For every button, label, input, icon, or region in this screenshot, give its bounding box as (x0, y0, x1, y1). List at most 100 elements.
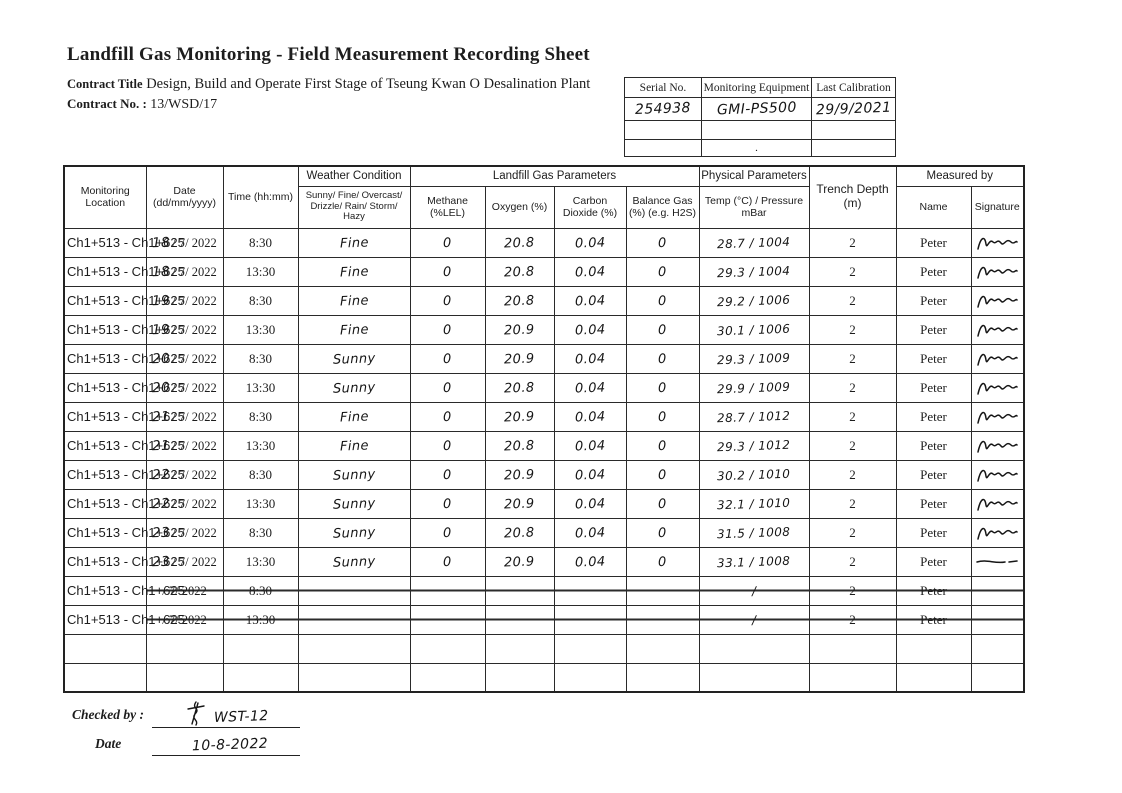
date-line: 10-8-2022 (152, 730, 300, 756)
cell-location: Ch1+513 - Ch1+625 (63, 546, 185, 577)
cell-temp-pressure: 29.3 / 1012 (698, 430, 810, 461)
handwritten-temp-pressure: 29.3 / 1004 (717, 263, 791, 280)
group-header-weather: Weather Condition (297, 165, 411, 187)
handwritten-weather: Fine (339, 408, 369, 426)
cell-time: 13:30 (222, 314, 299, 345)
handwritten-day: 23 (152, 553, 171, 570)
cell-weather: Sunny (297, 459, 411, 490)
handwritten-co2: 0.04 (574, 321, 606, 339)
cell-date: 21/ 7/ 2022 (145, 430, 224, 461)
handwritten-co2: 0.04 (574, 350, 606, 368)
cell-temp-pressure: 29.3 / 1004 (698, 256, 810, 287)
table-row: Ch1+513 - Ch1+625 19/ 7/ 2022 13:30 Fine 0 20… (63, 314, 1025, 345)
cell-time: 8:30 (222, 285, 299, 316)
cell-time: 8:30 (222, 575, 299, 606)
table-header: Monitoring Location Date (dd/mm/yyyy) Ti… (63, 165, 1025, 229)
table-row-struck: Ch1+513 - Ch1+625/ 7/ 2022 8:30 / 2 Peter (63, 575, 1025, 606)
cell-signature (970, 372, 1025, 403)
col-header-time: Time (hh:mm) (222, 165, 299, 229)
cell-methane: 0 (409, 314, 486, 345)
cell-trench-depth: 2 (808, 314, 897, 345)
handwritten-balance-gas: 0 (657, 496, 668, 512)
checked-by-label: Checked by : (72, 707, 144, 722)
cell-name (895, 662, 972, 693)
signature-scribble (977, 527, 1018, 540)
cell-co2: 0.04 (553, 256, 627, 287)
handwritten-weather: Sunny (332, 553, 376, 571)
handwritten-day: 20 (152, 379, 171, 396)
handwritten-oxygen: 20.8 (503, 437, 536, 455)
table-row (63, 662, 1025, 693)
cell-name: Peter (895, 372, 972, 403)
signature-scribble (977, 382, 1018, 395)
cell-balance-gas: 0 (625, 488, 700, 519)
signature-scribble (977, 324, 1018, 337)
cell-trench-depth: 2 (808, 285, 897, 316)
handwritten-methane: 0 (442, 467, 453, 483)
handwritten-weather: Fine (339, 234, 369, 252)
handwritten-co2: 0.04 (574, 234, 606, 252)
handwritten-temp-pressure: 30.1 / 1006 (717, 321, 791, 338)
handwritten-temp-pressure: 28.7 / 1012 (717, 408, 791, 425)
signature-scribble (977, 498, 1018, 511)
cell-oxygen (484, 662, 555, 693)
col-header-methane: Methane (%LEL) (409, 185, 486, 229)
cell-balance-gas: 0 (625, 285, 700, 316)
cell-name: Peter (895, 546, 972, 577)
cell-co2 (553, 575, 627, 606)
cell-co2 (553, 604, 627, 635)
cell-methane: 0 (409, 372, 486, 403)
cell-co2: 0.04 (553, 372, 627, 403)
col-header-signature: Signature (970, 185, 1025, 229)
cell-methane: 0 (409, 256, 486, 287)
cell-date: 20/ 7/ 2022 (145, 372, 224, 403)
table-row: Ch1+513 - Ch1+625 20/ 7/ 2022 13:30 Sunny 0 2… (63, 372, 1025, 403)
cell-oxygen (484, 575, 555, 606)
cell-name: Peter (895, 314, 972, 345)
cell-name: Peter (895, 459, 972, 490)
cell-name: Peter (895, 227, 972, 258)
cell-temp-pressure: 33.1 / 1008 (698, 546, 810, 577)
col-header-name: Name (895, 185, 972, 229)
handwritten-oxygen: 20.9 (503, 553, 536, 571)
signature-scribble (977, 411, 1018, 424)
equipment-blank-row (624, 120, 896, 140)
cell-co2: 0.04 (553, 430, 627, 461)
cell-temp-pressure (698, 662, 810, 693)
handwritten-day: 18 (152, 234, 171, 251)
cell-trench-depth: 2 (808, 227, 897, 258)
cell-temp-pressure: 30.1 / 1006 (698, 314, 810, 345)
cell-location: Ch1+513 - Ch1+625 (63, 604, 185, 635)
checked-by-line: WST-12 (152, 701, 300, 728)
cell-balance-gas: 0 (625, 227, 700, 258)
cell-time: 8:30 (222, 401, 299, 432)
cell-signature (970, 285, 1025, 316)
cell-co2: 0.04 (553, 488, 627, 519)
cell-oxygen: 20.8 (484, 517, 555, 548)
handwritten-balance-gas: 0 (657, 467, 668, 483)
contract-no-value: 13/WSD/17 (150, 97, 218, 112)
handwritten-day: 20 (152, 350, 171, 367)
cell-temp-pressure: 32.1 / 1010 (698, 488, 810, 519)
cell-location: Ch1+513 - Ch1+625 (63, 372, 185, 403)
cell-oxygen: 20.9 (484, 343, 555, 374)
table-body: Ch1+513 - Ch1+625 18/ 7/ 2022 8:30 Fine 0 20.… (63, 227, 1025, 693)
cell-temp-pressure: / (698, 604, 810, 635)
cell-trench-depth (808, 662, 897, 693)
handwritten-methane: 0 (442, 554, 453, 570)
cell-location: Ch1+513 - Ch1+625 (63, 517, 185, 548)
cell-signature (970, 401, 1025, 432)
handwritten-balance-gas: 0 (657, 438, 668, 454)
cell-signature (970, 546, 1025, 577)
cell-weather: Fine (297, 227, 411, 258)
cell-weather (297, 575, 411, 606)
handwritten-balance-gas: 0 (657, 322, 668, 338)
handwritten-balance-gas: 0 (657, 554, 668, 570)
cell-location (63, 662, 147, 693)
cell-signature (970, 662, 1025, 693)
cell-date: 19/ 7/ 2022 (145, 285, 224, 316)
cell-methane: 0 (409, 227, 486, 258)
signature-scribble (977, 440, 1018, 453)
cell-time: 8:30 (222, 227, 299, 258)
cell-time: 13:30 (222, 488, 299, 519)
